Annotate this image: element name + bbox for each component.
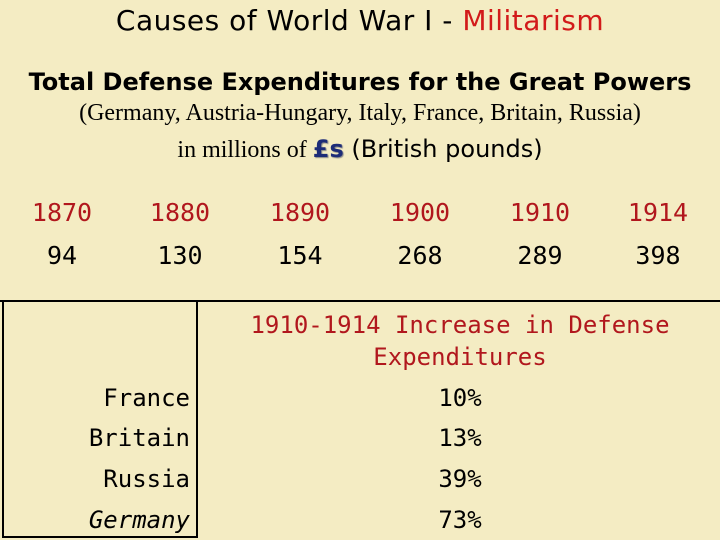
units-line: in millions of £s (British pounds) xyxy=(0,135,720,164)
year-cell: 1914 xyxy=(627,198,689,227)
value-cell: 94 xyxy=(46,241,78,270)
subtitle: Total Defense Expenditures for the Great… xyxy=(28,68,692,96)
value-cell: 154 xyxy=(277,241,323,270)
title-accent: Militarism xyxy=(462,4,605,37)
value-cell: 268 xyxy=(397,241,443,270)
increase-value: 13% xyxy=(438,424,482,452)
country-label: Britain xyxy=(88,424,190,452)
increase-value: 39% xyxy=(438,465,482,493)
pounds-symbol: £s xyxy=(312,135,344,163)
country-label: Germany xyxy=(88,506,190,534)
increase-heading: 1910-1914 Increase in Defense Expenditur… xyxy=(200,309,720,373)
country-label: France xyxy=(103,384,190,412)
year-cell: 1870 xyxy=(31,198,93,227)
increase-heading-line2: Expenditures xyxy=(373,343,547,371)
increase-value: 10% xyxy=(438,384,482,412)
year-cell: 1880 xyxy=(149,198,211,227)
value-cell: 398 xyxy=(635,241,681,270)
increase-heading-line1: 1910-1914 Increase in Defense xyxy=(250,311,670,339)
countries-line: (Germany, Austria-Hungary, Italy, France… xyxy=(79,100,641,126)
country-label: Russia xyxy=(103,465,190,493)
value-cell: 289 xyxy=(517,241,563,270)
year-cell: 1900 xyxy=(389,198,451,227)
increase-table xyxy=(0,300,720,540)
country-column-box xyxy=(2,300,198,538)
increase-value: 73% xyxy=(438,506,482,534)
value-cell: 130 xyxy=(157,241,203,270)
page-title: Causes of World War I - Militarism xyxy=(0,4,720,37)
units-suffix: (British pounds) xyxy=(343,135,543,163)
year-cell: 1890 xyxy=(269,198,331,227)
units-prefix: in millions of xyxy=(177,137,313,163)
title-prefix: Causes of World War I - xyxy=(115,4,463,37)
year-cell: 1910 xyxy=(509,198,571,227)
